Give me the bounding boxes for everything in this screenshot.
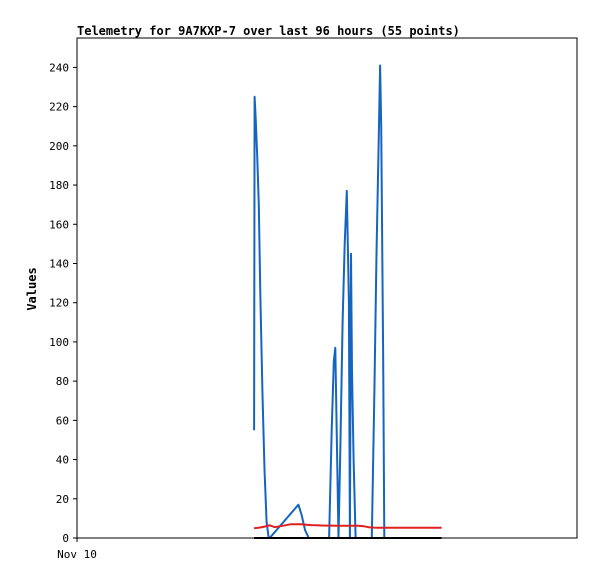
series-group: [253, 64, 442, 539]
series-line-1: [253, 64, 386, 539]
series-line-2: [253, 523, 442, 530]
y-tick-label: 220: [49, 101, 69, 114]
y-tick-label: 60: [56, 414, 69, 427]
x-tick-label: Nov 10: [57, 548, 97, 561]
y-axis-label: Values: [25, 267, 39, 310]
y-tick-label: 0: [62, 532, 69, 545]
y-tick-label: 120: [49, 297, 69, 310]
y-tick-label: 160: [49, 218, 69, 231]
y-tick-label: 100: [49, 336, 69, 349]
y-tick-label: 40: [56, 454, 69, 467]
y-tick-label: 240: [49, 61, 69, 74]
y-tick-label: 140: [49, 257, 69, 270]
y-tick-label: 200: [49, 140, 69, 153]
y-tick-label: 80: [56, 375, 69, 388]
y-axis: 0 20 40 60 80 100 120 140 160 180 200 220 240: [49, 61, 77, 545]
chart-title: Telemetry for 9A7KXP-7 over last 96 hour…: [77, 24, 460, 38]
plot-area: [76, 37, 578, 539]
x-axis: Nov 10: [57, 538, 97, 561]
y-tick-label: 20: [56, 493, 69, 506]
y-tick-label: 180: [49, 179, 69, 192]
